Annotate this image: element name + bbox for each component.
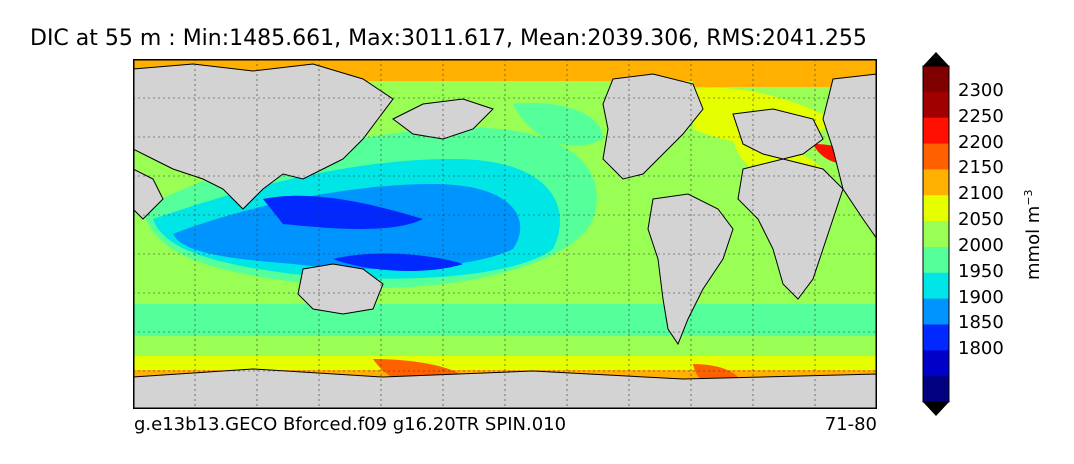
run-name: g.e13b13.GECO Bforced.f09 g16.20TR SPIN.… [134,414,567,435]
units-exponent: −3 [1022,189,1035,206]
colorbar-band [923,66,949,93]
colorbar-tick-label: 2050 [958,209,1004,231]
colorbar-tick-label: 1900 [958,286,1004,308]
colorbar-band [923,195,949,222]
units-base: mmol m [1023,205,1044,280]
colorbar-band [923,91,949,119]
colorbar-band [923,324,949,351]
colorbar-over-arrow [923,52,949,66]
colorbar-frame [922,65,950,403]
units-label: mmol m−3 [1022,189,1044,280]
year-range: 71-80 [824,414,877,435]
gridlines [133,59,877,409]
colorbar-tick-label: 2150 [958,157,1004,179]
colorbar-tick-label: 2000 [958,234,1004,256]
colorbar-tick-label: 2100 [958,183,1004,205]
colorbar-band [923,169,949,196]
colorbar-band [923,376,949,403]
colorbar-tick-label: 1950 [958,260,1004,282]
colorbar-tick-label: 2200 [958,131,1004,153]
map-panel [132,59,878,410]
colorbar-under-arrow [923,402,949,416]
colorbar-tick-label: 1800 [958,338,1004,360]
colorbar-tick-label: 2300 [958,79,1004,101]
colorbar-band [923,221,949,248]
colorbar-band [923,143,949,170]
colorbar-tick-label: 1850 [958,312,1004,334]
colorbar-band [923,117,949,145]
colorbar-band [923,246,949,274]
colorbar-band [923,350,949,377]
colorbar-band [923,272,949,300]
colorbar [922,52,950,416]
dic-map [132,59,878,410]
map-frame [133,59,877,409]
colorbar-tick-label: 2250 [958,105,1004,127]
colorbar-band [923,298,949,325]
map-title: DIC at 55 m : Min:1485.661, Max:3011.617… [30,26,867,51]
